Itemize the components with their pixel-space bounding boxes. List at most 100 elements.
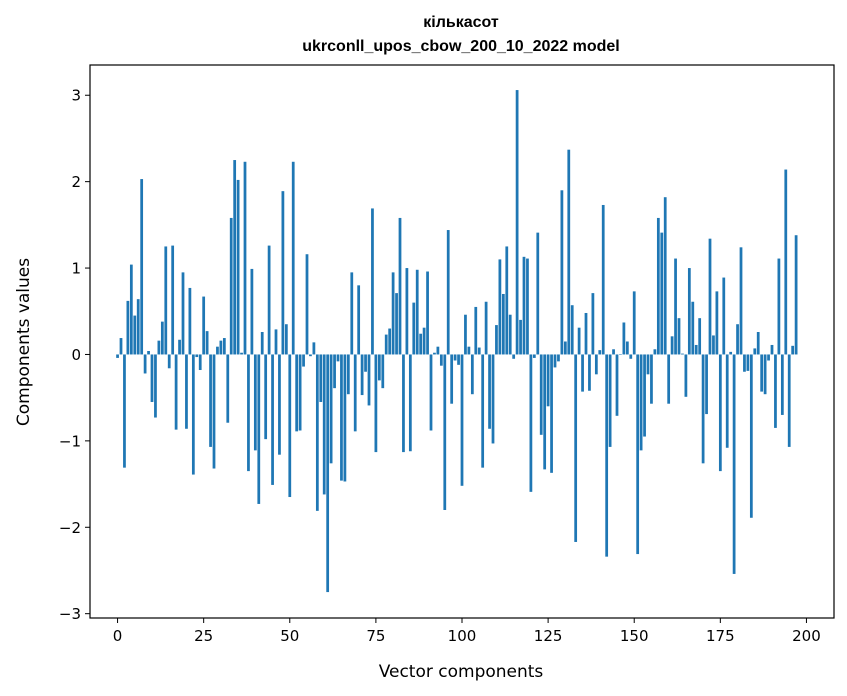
- bar-component-93: [436, 346, 440, 355]
- bar-component-95: [443, 354, 447, 510]
- bar-component-31: [222, 338, 226, 355]
- bar-component-13: [160, 321, 164, 355]
- bar-component-77: [381, 354, 385, 389]
- bar-component-193: [780, 354, 784, 415]
- bar-component-75: [374, 354, 378, 453]
- bar-component-136: [584, 312, 588, 355]
- bar-component-24: [198, 354, 202, 371]
- bar-component-91: [429, 354, 433, 431]
- bar-component-61: [326, 354, 330, 593]
- bar-component-114: [508, 314, 512, 355]
- bar-component-90: [426, 271, 429, 355]
- bar-component-94: [439, 354, 443, 366]
- bar-component-152: [639, 354, 643, 451]
- bar-component-84: [405, 268, 409, 355]
- bar-component-195: [787, 354, 791, 447]
- bar-component-111: [498, 259, 502, 355]
- x-tick-label: 200: [792, 627, 821, 645]
- bar-component-82: [398, 217, 402, 355]
- bar-component-178: [729, 351, 733, 355]
- bar-component-62: [329, 354, 333, 464]
- x-tick-label: 150: [620, 627, 649, 645]
- bar-component-59: [319, 354, 323, 402]
- bar-component-153: [643, 354, 646, 437]
- bar-component-161: [670, 336, 674, 355]
- bar-component-72: [364, 354, 367, 372]
- bar-component-140: [598, 350, 602, 355]
- x-tick-label: 175: [706, 627, 735, 645]
- bar-component-163: [677, 318, 681, 355]
- bar-component-116: [515, 90, 519, 355]
- bar-component-44: [267, 245, 271, 355]
- bar-component-60: [322, 354, 326, 495]
- bar-component-129: [560, 190, 564, 355]
- bar-component-42: [260, 332, 264, 355]
- bar-component-18: [178, 339, 181, 355]
- bar-component-69: [353, 354, 357, 432]
- bar-component-156: [653, 349, 657, 355]
- bar-component-143: [608, 354, 612, 447]
- bar-component-139: [594, 354, 598, 375]
- bar-component-19: [181, 272, 185, 355]
- x-tick-label: 75: [366, 627, 385, 645]
- bar-component-26: [205, 331, 209, 355]
- bar-component-197: [794, 235, 798, 355]
- bar-component-85: [408, 354, 412, 452]
- bar-component-80: [391, 272, 395, 355]
- bar-series: [116, 90, 798, 593]
- x-tick-label: 100: [448, 627, 477, 645]
- bar-component-89: [422, 327, 426, 355]
- bar-component-196: [791, 345, 795, 355]
- bar-component-181: [739, 247, 743, 355]
- bar-component-112: [501, 293, 505, 355]
- bar-component-133: [574, 354, 578, 542]
- bar-component-70: [357, 285, 361, 355]
- bar-component-137: [588, 354, 591, 391]
- y-tick-label: 3: [71, 87, 81, 105]
- bar-component-127: [553, 354, 557, 368]
- bar-component-176: [722, 277, 726, 355]
- bar-component-30: [219, 340, 223, 355]
- x-tick-label: 50: [280, 627, 299, 645]
- bar-component-117: [519, 319, 522, 355]
- bar-component-171: [705, 354, 708, 415]
- bar-component-167: [691, 301, 695, 355]
- bar-component-1: [119, 338, 123, 355]
- bar-component-154: [646, 354, 650, 375]
- bar-component-15: [167, 354, 171, 369]
- bar-component-107: [484, 301, 488, 355]
- bar-component-73: [367, 354, 371, 406]
- bar-component-65: [340, 354, 343, 481]
- bar-component-41: [257, 354, 261, 504]
- bar-component-115: [512, 354, 516, 359]
- bar-component-128: [557, 354, 560, 362]
- bar-component-17: [174, 354, 178, 430]
- bar-component-87: [415, 269, 419, 355]
- bar-component-110: [495, 325, 498, 355]
- bar-component-149: [629, 354, 633, 359]
- bar-component-37: [243, 161, 247, 355]
- bar-component-68: [350, 272, 354, 355]
- bar-component-186: [756, 332, 760, 355]
- bar-component-29: [216, 346, 219, 355]
- bar-component-81: [395, 293, 398, 355]
- bar-component-185: [753, 348, 757, 355]
- bar-component-131: [567, 149, 571, 355]
- bar-component-177: [725, 354, 729, 448]
- bar-component-108: [488, 354, 491, 429]
- bar-component-172: [708, 238, 712, 355]
- bar-component-106: [481, 354, 485, 468]
- bar-component-123: [539, 354, 543, 435]
- bar-component-150: [632, 291, 636, 355]
- bar-component-22: [191, 354, 195, 475]
- x-axis-ticks: 0 25 50 75 100 125 150 175 200: [113, 618, 821, 645]
- bar-component-3: [126, 300, 130, 355]
- bar-component-52: [295, 354, 299, 432]
- bar-component-188: [763, 354, 767, 395]
- bar-component-109: [491, 354, 495, 444]
- bar-component-157: [656, 217, 660, 355]
- bar-component-6: [136, 299, 140, 355]
- bar-component-168: [694, 344, 698, 355]
- bar-component-27: [209, 354, 212, 447]
- bar-component-51: [291, 161, 295, 355]
